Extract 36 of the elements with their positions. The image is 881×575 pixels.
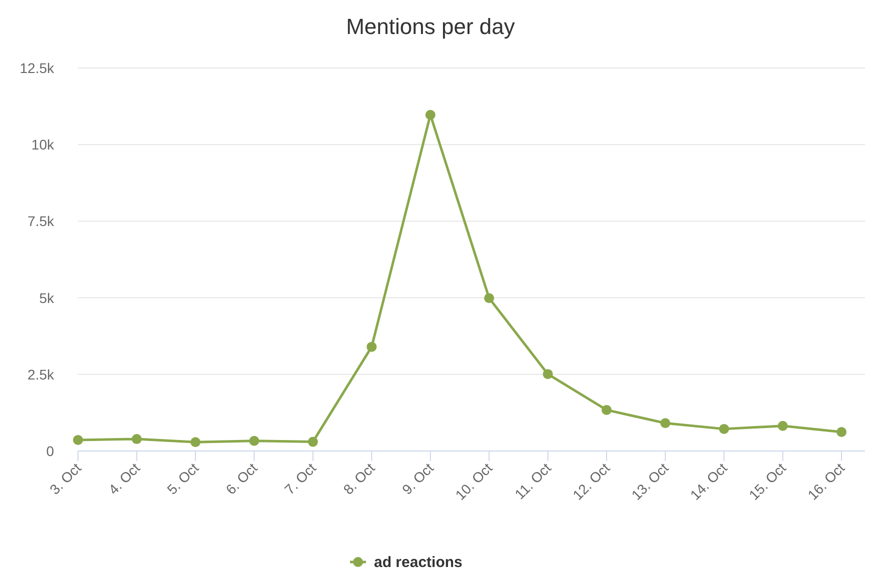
point [602,404,612,415]
x-tick-label: 10. Oct [452,460,496,504]
point [249,436,260,446]
x-tick-label: 4. Oct [105,460,143,498]
x-tick-label: 7. Oct [281,460,320,498]
x-tick-label: 9. Oct [398,460,437,498]
point [484,293,494,304]
x-tick-label: 11. Oct [511,460,554,502]
x-tick-label: 12. Oct [569,460,613,504]
x-tick-label: 16. Oct [804,460,848,504]
point [660,418,670,428]
x-tick-label: 14. Oct [686,460,730,504]
y-tick-label: 12.5k [20,60,55,76]
x-tick-label: 8. Oct [340,460,378,498]
point [836,427,847,438]
point [73,434,83,445]
x-tick-label: 15. Oct [746,460,789,504]
x-tick-label: 3. Oct [46,460,84,498]
point [719,424,730,434]
point [542,369,553,380]
point [366,342,377,352]
legend-label: ad reactions [374,554,462,571]
point [132,434,142,444]
y-tick-label: 2.5k [28,366,55,382]
x-tick-label: 5. Oct [164,460,202,498]
point [778,420,788,431]
y-tick-label: 7.5k [28,213,55,230]
y-tick-label: 5k [39,290,55,306]
chart-title: Mentions per day [346,14,515,39]
point [308,436,318,447]
y-tick-label: 0 [46,443,54,459]
y-tick-label: 10k [31,136,55,153]
point [190,437,200,448]
x-tick-label: 6. Oct [222,460,260,498]
point [425,110,436,120]
x-tick-label: 13. Oct [628,460,672,504]
